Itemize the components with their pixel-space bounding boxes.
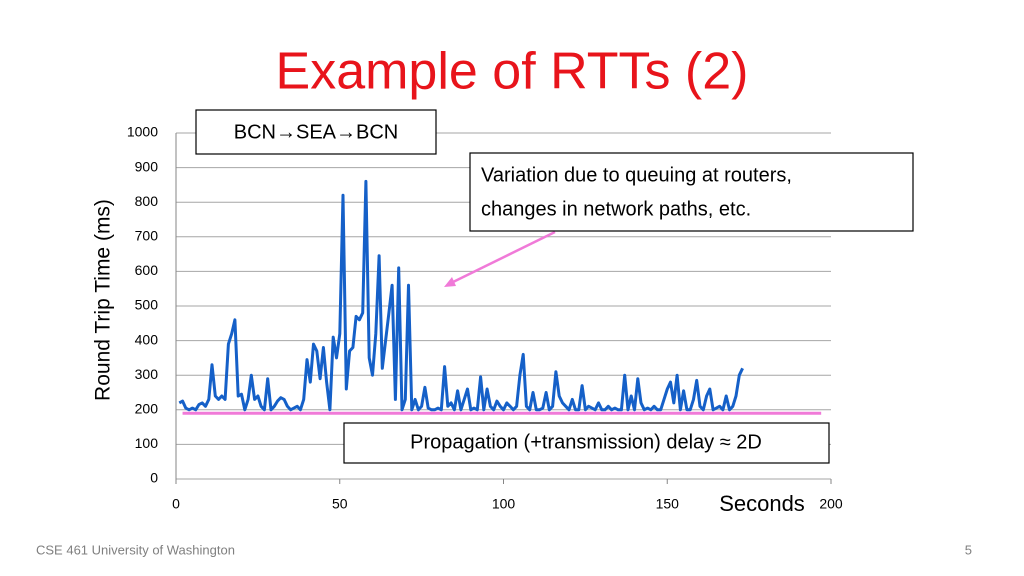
y-tick-label: 200 xyxy=(135,401,159,417)
x-tick-label: 150 xyxy=(656,496,680,512)
x-tick-label: 0 xyxy=(172,496,180,512)
propagation-label: Propagation (+transmission) delay ≈ 2D xyxy=(410,431,762,453)
callout-box xyxy=(469,152,914,232)
y-tick-label: 900 xyxy=(135,158,159,174)
route-box xyxy=(195,109,437,155)
callout-text: Variation due to queuing at routers, xyxy=(481,164,792,186)
slide-title: Example of RTTs (2) xyxy=(276,43,749,101)
y-tick-label: 500 xyxy=(135,297,159,313)
y-tick-label: 0 xyxy=(150,470,158,486)
propagation-box xyxy=(343,422,830,464)
plot: 0 100 200 300 400 500 600 700 800 900 1000 0 50 100 15… xyxy=(127,124,843,512)
x-axis-label: Seconds xyxy=(719,491,805,516)
y-tick-label: 400 xyxy=(135,331,159,347)
arrow xyxy=(448,230,556,286)
y-tick-label: 300 xyxy=(135,366,159,382)
x-tick-label: 100 xyxy=(492,496,516,512)
y-tick-label: 800 xyxy=(135,193,159,209)
x-tick-label: 200 xyxy=(819,496,843,512)
y-tick-label: 700 xyxy=(135,228,159,244)
x-tick-label: 50 xyxy=(332,496,348,512)
y-tick-label: 1000 xyxy=(127,124,158,140)
route-label: BCN→SEA→BCN xyxy=(234,121,398,143)
y-tick-label: 100 xyxy=(135,435,159,451)
y-tick-label: 600 xyxy=(135,262,159,278)
footer-text: CSE 461 University of Washington xyxy=(36,542,235,557)
y-axis-label: Round Trip Time (ms) xyxy=(92,199,115,401)
callout-text: changes in network paths, etc. xyxy=(481,198,751,220)
page-number: 5 xyxy=(965,542,972,557)
arrow-head xyxy=(444,277,456,287)
annotations: BCN→SEA→BCN Variation due to queuing at … xyxy=(195,109,914,464)
rtt-line xyxy=(178,179,744,412)
